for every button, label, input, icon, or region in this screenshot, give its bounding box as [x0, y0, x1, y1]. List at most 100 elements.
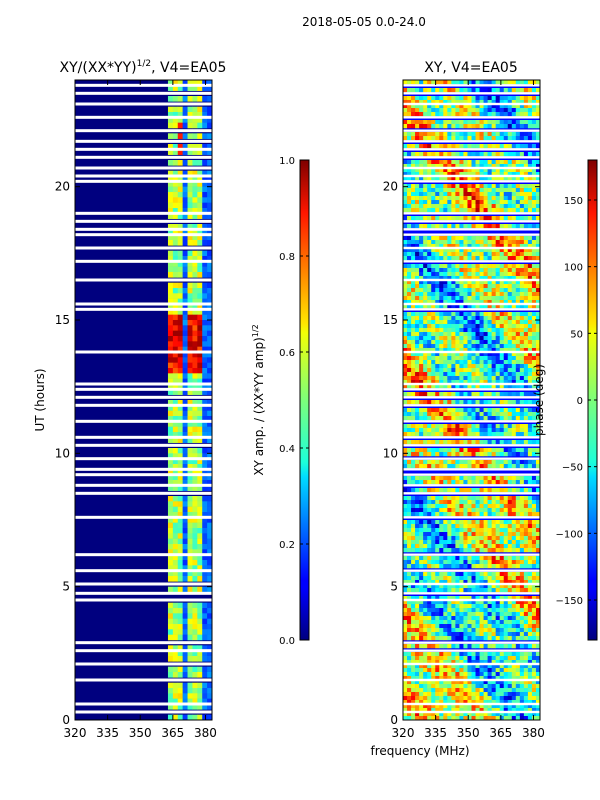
amplitude-cell — [192, 672, 198, 678]
amplitude-cell — [202, 496, 208, 502]
phase-cell — [475, 524, 480, 529]
phase-cell — [463, 184, 468, 189]
phase-cell — [519, 176, 525, 181]
phase-cell — [403, 664, 408, 669]
amplitude-cell — [202, 304, 208, 310]
phase-cell — [527, 344, 533, 349]
phase-cell — [475, 576, 480, 581]
amplitude-cell — [182, 714, 188, 721]
phase-cell — [507, 632, 513, 637]
phase-cell — [531, 600, 537, 605]
phase-cell — [487, 204, 492, 209]
phase-cell — [463, 168, 468, 173]
phase-cell — [463, 508, 468, 513]
phase-cell — [435, 80, 440, 85]
phase-cell — [451, 240, 456, 245]
phase-cell — [455, 532, 460, 537]
phase-cell — [511, 336, 517, 341]
phase-cell — [483, 368, 488, 373]
phase-cell — [499, 340, 505, 345]
phase-cell — [523, 480, 529, 485]
amplitude-cell — [197, 629, 203, 635]
phase-cell — [471, 520, 476, 525]
amplitude-colorbar-tick-label: 0.4 — [279, 444, 295, 455]
amplitude-cell — [187, 341, 193, 347]
phase-cell — [435, 652, 440, 657]
phase-cell — [451, 400, 456, 405]
phase-cell — [503, 296, 509, 301]
phase-cell — [431, 360, 436, 365]
amplitude-cell — [187, 565, 193, 571]
phase-cell — [495, 636, 501, 641]
amplitude-cell — [202, 565, 208, 571]
phase-cell — [447, 324, 452, 329]
phase-cell — [403, 536, 408, 541]
phase-cell — [471, 352, 476, 357]
phase-cell — [511, 288, 517, 293]
phase-cell — [423, 164, 428, 169]
amplitude-cell — [202, 202, 208, 209]
amplitude-cell — [187, 373, 193, 379]
amplitude-heatmap — [75, 80, 213, 721]
phase-cell — [423, 452, 428, 457]
phase-cell — [519, 572, 525, 577]
phase-cell — [423, 400, 428, 405]
phase-cell — [407, 152, 412, 157]
phase-cell — [487, 304, 492, 309]
phase-cell — [411, 616, 416, 621]
amplitude-cell — [197, 213, 203, 219]
phase-cell — [411, 652, 416, 657]
phase-cell — [475, 660, 480, 665]
phase-cell — [499, 240, 505, 245]
phase-cell — [499, 164, 505, 169]
amplitude-cell — [172, 634, 179, 641]
phase-cell — [511, 448, 517, 453]
phase-cell — [451, 432, 456, 437]
phase-cell — [487, 464, 492, 469]
phase-cell — [523, 236, 529, 241]
phase-cell — [499, 464, 505, 469]
phase-cell — [515, 560, 521, 565]
phase-cell — [531, 184, 537, 189]
amplitude-cell — [202, 666, 208, 673]
phase-cell — [511, 100, 517, 105]
amplitude-cell — [182, 656, 188, 662]
phase-cell — [407, 672, 412, 677]
phase-cell — [507, 384, 513, 389]
phase-cell — [491, 104, 496, 109]
phase-cell — [471, 136, 476, 141]
phase-cell — [435, 364, 440, 369]
amplitude-cell — [197, 320, 203, 326]
phase-cell — [519, 112, 525, 117]
phase-cell — [523, 80, 529, 85]
phase-cell — [443, 160, 448, 165]
phase-cell — [427, 240, 432, 245]
phase-cell — [463, 312, 468, 317]
phase-cell — [507, 244, 513, 249]
phase-cell — [471, 428, 476, 433]
phase-cell — [515, 160, 521, 165]
phase-cell — [491, 384, 496, 389]
amplitude-cell — [197, 522, 203, 529]
phase-cell — [511, 532, 517, 537]
phase-cell — [443, 312, 448, 317]
phase-cell — [407, 136, 412, 141]
phase-cell — [435, 596, 440, 601]
amplitude-cell — [177, 416, 183, 422]
phase-cell — [463, 248, 468, 253]
phase-cell — [531, 416, 537, 421]
phase-cell — [515, 208, 521, 213]
phase-cell — [495, 528, 501, 533]
phase-cell — [503, 152, 509, 157]
phase-cell — [479, 316, 484, 321]
phase-cell — [419, 340, 424, 345]
phase-cell — [495, 632, 501, 637]
phase-cell — [459, 236, 464, 241]
phase-cell — [503, 168, 509, 173]
phase-cell — [415, 160, 420, 165]
amplitude-cell — [192, 618, 198, 625]
phase-cell — [435, 632, 440, 637]
phase-cell — [447, 512, 452, 517]
phase-cell — [531, 144, 537, 149]
phase-cell — [427, 596, 432, 601]
